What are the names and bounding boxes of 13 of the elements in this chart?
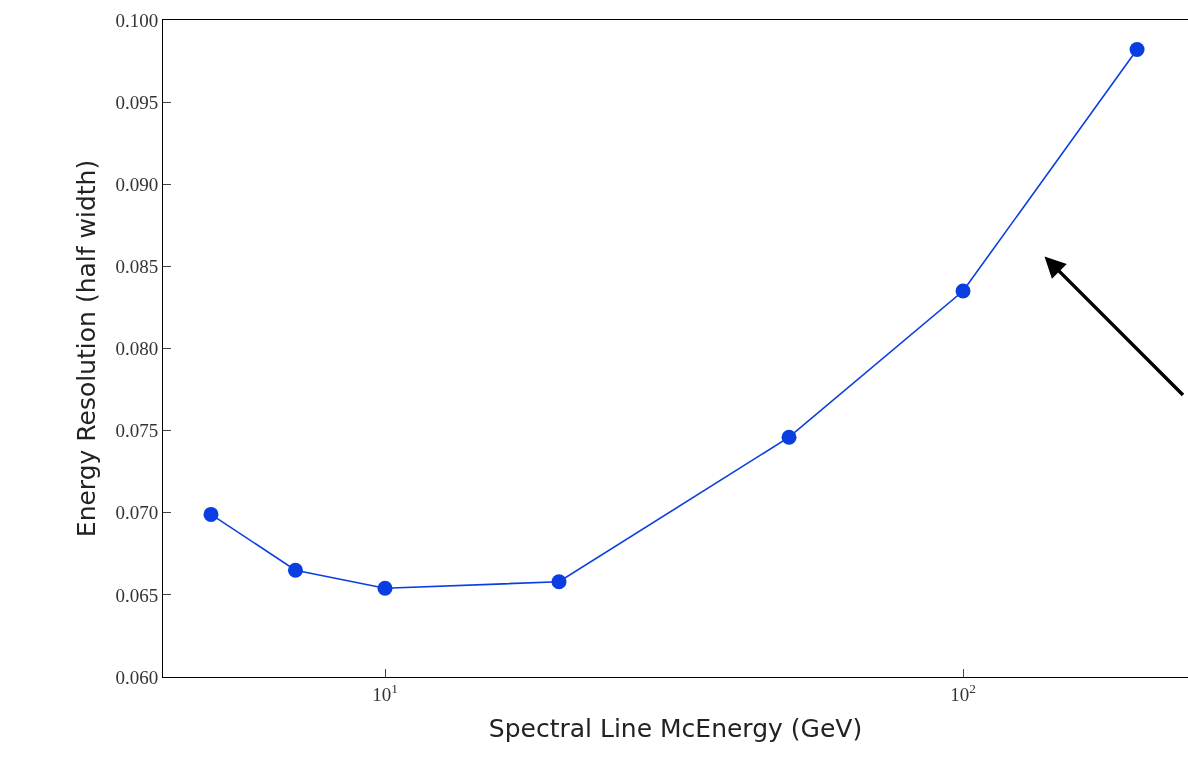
- y-tick-label: 0.075: [115, 420, 159, 442]
- x-tick-label: 10$^{2}$: [950, 680, 976, 705]
- x-tick-label: 10$^{1}$: [372, 680, 398, 705]
- y-tick-label: 0.090: [115, 173, 159, 195]
- y-tick-label: 0.100: [115, 9, 159, 31]
- y-axis-title: Energy Resolution (half width): [72, 159, 102, 538]
- y-tick-label: 0.095: [115, 91, 159, 113]
- y-tick-label: 0.080: [115, 338, 159, 360]
- x-axis-title: Spectral Line McEnergy (GeV): [488, 713, 863, 743]
- y-tick-label: 0.085: [115, 256, 159, 278]
- y-tick-label: 0.065: [115, 584, 159, 606]
- y-tick-label: 0.070: [115, 502, 159, 524]
- y-tick-label: 0.060: [115, 666, 159, 688]
